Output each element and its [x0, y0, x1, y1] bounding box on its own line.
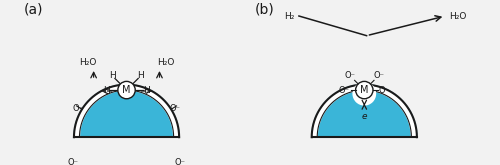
Circle shape [356, 81, 373, 99]
Text: O⁻: O⁻ [379, 86, 390, 95]
Polygon shape [312, 85, 417, 137]
Text: H₂O: H₂O [450, 12, 466, 20]
Text: e: e [362, 112, 367, 121]
Text: (b): (b) [254, 2, 274, 16]
Text: H: H [103, 86, 110, 95]
Text: O⁻: O⁻ [174, 158, 186, 165]
Text: M: M [122, 85, 131, 95]
Text: M: M [360, 85, 368, 95]
Text: H₂: H₂ [284, 12, 294, 20]
Text: O⁻: O⁻ [72, 104, 84, 113]
Text: O⁻: O⁻ [170, 104, 180, 113]
Text: H₂O: H₂O [79, 58, 96, 67]
Polygon shape [74, 85, 179, 137]
Polygon shape [74, 85, 179, 137]
Text: H: H [144, 86, 150, 95]
Polygon shape [312, 85, 417, 137]
Text: H: H [109, 71, 116, 80]
Text: O⁻: O⁻ [373, 71, 384, 80]
Circle shape [352, 82, 376, 106]
Text: O⁻: O⁻ [338, 86, 349, 95]
Text: H: H [138, 71, 144, 80]
Text: (a): (a) [24, 2, 43, 16]
Text: H₂O: H₂O [156, 58, 174, 67]
Text: O⁻: O⁻ [68, 158, 79, 165]
Text: O⁻: O⁻ [344, 71, 356, 80]
Circle shape [118, 81, 135, 99]
